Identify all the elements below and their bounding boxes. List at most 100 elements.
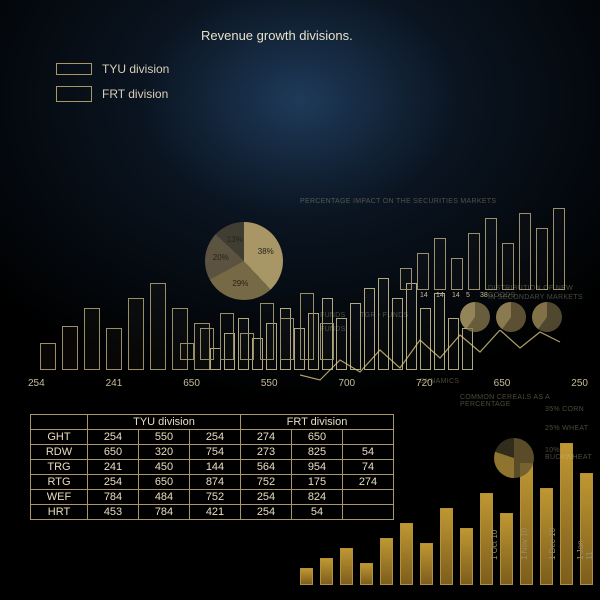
mini-pie bbox=[460, 302, 490, 332]
ghost-label: FUNDS bbox=[320, 312, 346, 319]
ghost-label: 25% WHEAT bbox=[545, 425, 588, 432]
right-bar-chart bbox=[400, 205, 565, 290]
bar bbox=[106, 328, 122, 370]
bar bbox=[520, 463, 533, 585]
pie-slice-label: 20% bbox=[213, 253, 229, 262]
table-cell: 421 bbox=[190, 505, 241, 520]
ghost-label: PERCENTAGE IMPACT ON THE SECURITIES MARK… bbox=[300, 198, 496, 205]
table-row: GHT254550254274650 bbox=[31, 430, 394, 445]
table-cell: 241 bbox=[88, 460, 139, 475]
bar bbox=[280, 318, 294, 360]
table-cell: 74 bbox=[343, 460, 394, 475]
bar bbox=[468, 233, 480, 290]
bar bbox=[519, 213, 531, 290]
mini-pie bbox=[532, 302, 562, 332]
bar bbox=[451, 258, 463, 290]
pie-slice-label: 29% bbox=[232, 279, 248, 288]
table-row: RTG254650874752175274 bbox=[31, 475, 394, 490]
row-header: RDW bbox=[31, 445, 88, 460]
bar bbox=[400, 268, 412, 290]
table-cell: 650 bbox=[292, 430, 343, 445]
ghost-label: 35% CORN bbox=[545, 406, 584, 413]
bar bbox=[502, 243, 514, 290]
table-cell: 484 bbox=[139, 490, 190, 505]
table-header: TYU division bbox=[88, 415, 241, 430]
table-cell: 550 bbox=[139, 430, 190, 445]
table-cell bbox=[343, 430, 394, 445]
bar bbox=[553, 208, 565, 290]
cereals-pie-chart bbox=[494, 438, 534, 478]
legend-swatch bbox=[56, 63, 92, 75]
row-header: TRG bbox=[31, 460, 88, 475]
table-cell: 320 bbox=[139, 445, 190, 460]
row-header: HRT bbox=[31, 505, 88, 520]
bar bbox=[240, 333, 254, 360]
bar bbox=[500, 513, 513, 585]
bar bbox=[180, 343, 194, 360]
bar bbox=[128, 298, 144, 370]
bar bbox=[200, 328, 214, 360]
row-header: RTG bbox=[31, 475, 88, 490]
table-cell: 453 bbox=[88, 505, 139, 520]
bar bbox=[485, 218, 497, 290]
table-cell: 874 bbox=[190, 475, 241, 490]
bar bbox=[150, 283, 166, 370]
bar bbox=[380, 538, 393, 585]
date-label: 1 Oct 10 bbox=[490, 530, 499, 560]
ghost-label: DYNAMICS bbox=[420, 378, 459, 385]
ghost-label: IN SECONDARY MARKETS bbox=[488, 294, 583, 301]
x-tick: 14 bbox=[420, 292, 428, 299]
bar bbox=[360, 563, 373, 585]
table-cell: 274 bbox=[343, 475, 394, 490]
table-cell: 254 bbox=[88, 430, 139, 445]
table-cell bbox=[343, 505, 394, 520]
ghost-label: TGR - FUNDS bbox=[360, 312, 408, 319]
table-cell: 254 bbox=[190, 430, 241, 445]
bar bbox=[400, 523, 413, 585]
table-cell: 144 bbox=[190, 460, 241, 475]
main-pie-chart: 38% 29% 20% 13% bbox=[205, 222, 283, 300]
table-cell: 824 bbox=[292, 490, 343, 505]
table-cell: 54 bbox=[292, 505, 343, 520]
bar bbox=[420, 543, 433, 585]
bar bbox=[340, 548, 353, 585]
bar bbox=[62, 326, 78, 370]
legend-item: TYU division bbox=[56, 62, 169, 76]
bar bbox=[40, 343, 56, 370]
date-label: 1 Dec 10 bbox=[548, 528, 557, 560]
bar bbox=[84, 308, 100, 370]
table-cell: 650 bbox=[88, 445, 139, 460]
table-cell: 784 bbox=[139, 505, 190, 520]
table-cell: 54 bbox=[343, 445, 394, 460]
page-title: Revenue growth divisions. bbox=[201, 28, 353, 43]
table-row: TRG24145014456495474 bbox=[31, 460, 394, 475]
table-cell bbox=[343, 490, 394, 505]
legend-label: FRT division bbox=[102, 87, 168, 101]
x-tick: 14 bbox=[452, 292, 460, 299]
dashboard: { "title":{"text":"Revenue growth divisi… bbox=[0, 0, 600, 600]
bar bbox=[434, 238, 446, 290]
axis-labels: 254241650550700720650250 bbox=[28, 378, 588, 389]
row-header: WEF bbox=[31, 490, 88, 505]
pie-slice-label: 38% bbox=[258, 247, 274, 256]
x-tick: 5 bbox=[466, 292, 470, 299]
table-cell: 754 bbox=[190, 445, 241, 460]
table-cell: 825 bbox=[292, 445, 343, 460]
bar bbox=[300, 568, 313, 585]
table-cell: 784 bbox=[88, 490, 139, 505]
bar bbox=[460, 528, 473, 585]
table-header: FRT division bbox=[241, 415, 394, 430]
bar bbox=[417, 253, 429, 290]
bar bbox=[260, 303, 274, 360]
table-cell: 175 bbox=[292, 475, 343, 490]
date-label: 1 Nov 10 bbox=[520, 528, 529, 560]
bar bbox=[560, 443, 573, 585]
legend-swatch bbox=[56, 86, 92, 102]
table-cell: 254 bbox=[241, 490, 292, 505]
table-cell: 254 bbox=[88, 475, 139, 490]
table-header bbox=[31, 415, 88, 430]
table-row: WEF784484752254824 bbox=[31, 490, 394, 505]
pie-slice-label: 13% bbox=[227, 235, 243, 244]
table-cell: 954 bbox=[292, 460, 343, 475]
table-row: HRT45378442125454 bbox=[31, 505, 394, 520]
